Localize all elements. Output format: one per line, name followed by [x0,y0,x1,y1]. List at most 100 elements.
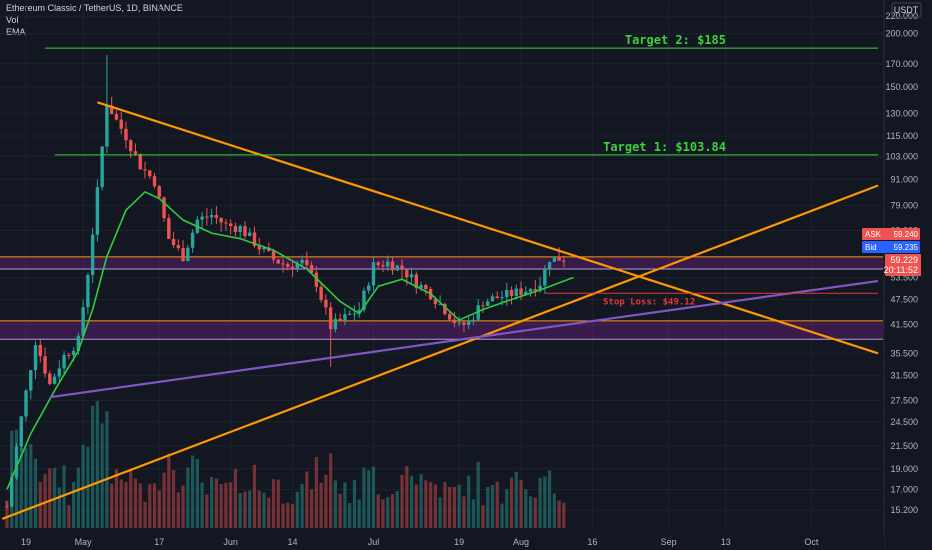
candle-body [343,314,347,321]
candle-body [233,226,238,232]
candle-body [214,215,219,218]
candle [119,111,123,135]
volume-bar [105,411,109,528]
volume-bar [424,480,428,528]
volume-bar [81,444,85,528]
volume-bar [238,493,242,528]
candle [490,293,495,302]
candle-body [557,256,561,261]
candle-body [81,307,85,336]
candle [352,305,357,321]
volume-bar [552,493,556,528]
candle-body [205,216,209,218]
zones [0,256,883,340]
candle-body [190,232,195,248]
volume-bar [381,499,385,528]
candle [257,237,261,256]
volume-bar [329,453,333,528]
volume-bar [471,499,476,528]
candle-body [547,261,552,269]
volume-bar [476,461,480,528]
candle-body [248,232,252,237]
volume-bar [167,453,171,528]
candle-body [290,266,295,269]
volume-bar [224,482,228,528]
x-tick-label: 13 [721,537,731,547]
x-tick-label: 19 [454,537,464,547]
volume-bar [138,483,142,528]
legend-ema[interactable]: EMA [6,27,26,37]
candle-body [543,268,547,286]
candle-body [538,285,542,291]
candle-body [357,310,361,314]
candle-body [528,288,533,292]
volume-bar [33,458,38,528]
candle-body [167,218,171,239]
candle-body [157,186,161,198]
volume-bar [43,474,47,528]
volume-bar [348,503,352,528]
volume-bar [276,479,280,528]
candle-body [57,368,62,377]
candle [143,161,147,179]
y-tick-label: 200.000 [885,29,918,39]
y-tick-label: 41.500 [890,319,918,329]
candle-body [305,259,309,266]
candle [476,298,480,322]
candle-body [433,299,438,304]
volume-bar [243,491,247,528]
volume-bar [495,481,499,528]
volume-bar [548,470,552,528]
candle-body [533,288,538,291]
legend-vol[interactable]: Vol [6,15,19,25]
y-tick-label: 53.500 [890,272,918,282]
volume-bar [409,475,414,528]
volume-bar [467,475,471,528]
candle [133,143,138,157]
volume-bar [210,477,214,528]
volume-bar [352,479,357,528]
volume-bar [281,503,285,528]
bid-tag-value: 59.235 [894,243,919,252]
candle-body [419,284,423,289]
candle [43,347,47,378]
candle-body [314,272,319,287]
x-tick-label: 14 [288,537,298,547]
volume-bar [395,490,399,528]
candle-body [76,335,81,351]
candle-body [138,153,142,170]
price-levels: Target 2: $185 Target 1: $103.84 Stop Loss… [45,33,879,307]
candle-body [505,289,509,298]
volume-bar [19,447,23,528]
candle [457,316,461,327]
candle-body [176,245,181,249]
candle [495,291,499,299]
candle-body [148,170,152,177]
candle [271,248,276,264]
candle-body [367,285,371,291]
volume-bar [338,493,342,528]
volume-bar [300,483,304,528]
candle-body [238,226,242,232]
y-tick-label: 79.000 [890,200,918,210]
candle-body [14,446,19,478]
candle-body [114,114,119,120]
candle [209,208,214,225]
candle-body [33,344,38,371]
volume-bar [205,494,209,528]
candle [214,206,219,224]
candle [148,169,152,179]
candle [219,217,223,232]
candle-body [86,275,90,308]
volume-bar [119,479,123,528]
candle-body [390,261,395,271]
candle-body [509,289,514,296]
candle [447,311,452,321]
y-tick-label: 35.500 [890,348,918,358]
volume-bar [262,492,266,528]
volume-bar [562,502,566,528]
candle [286,262,290,271]
candle-body [129,140,133,152]
candle-body [371,262,376,286]
